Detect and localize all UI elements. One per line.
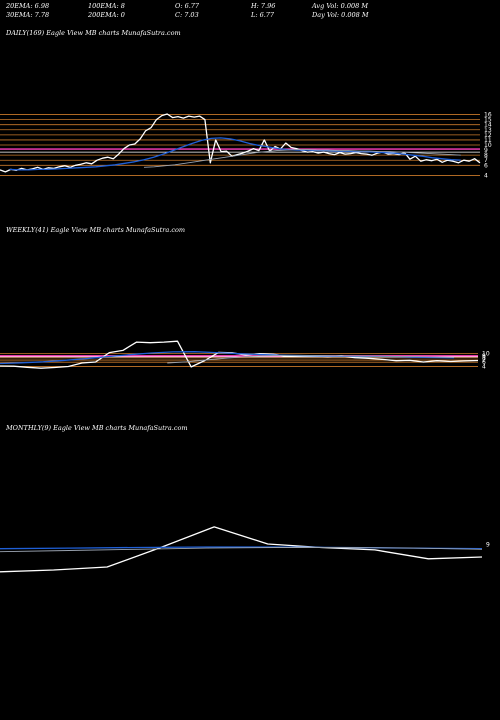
monthly-ema-slow-line [0, 547, 483, 553]
daily-tick-label-11: 4 [484, 172, 488, 179]
daily-tick-label-7: 9 [484, 147, 488, 154]
avg-vol-readout: Avg Vol: 0.008 M [312, 2, 369, 10]
weekly-ema-slow-line [167, 354, 455, 364]
weekly-tick-label-0: 10 [482, 351, 490, 358]
monthly-price-line [0, 526, 483, 573]
weekly-price-line [0, 340, 479, 369]
daily-tick-label-5: 11 [484, 137, 492, 144]
daily-ema-slow-line [143, 149, 461, 168]
daily-tick-label-8: 8 [484, 152, 488, 159]
ema20-readout: 20EMA: 6.98 [6, 2, 50, 10]
weekly-tick-label-4: 6 [482, 359, 486, 366]
weekly-tick-label-5: 4 [482, 363, 486, 370]
daily-tick-label-1: 15 [484, 117, 492, 124]
daily-ema-line [9, 137, 461, 171]
weekly-tick-label-2: 8 [482, 355, 486, 362]
daily-tick-label-2: 14 [484, 122, 492, 129]
daily-price-line [0, 113, 481, 173]
weekly-panel-title: WEEKLY(41) Eagle View MB charts MunafaSu… [6, 226, 186, 234]
high-readout: H: 7.96 [251, 2, 276, 10]
close-readout: C: 7.03 [175, 11, 199, 19]
ema100-readout: 100EMA: 8 [88, 2, 125, 10]
open-readout: O: 6.77 [175, 2, 200, 10]
weekly-tick-label-1: 9 [482, 353, 486, 360]
weekly-tick-label-3: 7 [482, 357, 486, 364]
daily-tick-label-9: 7 [484, 157, 488, 164]
ema30-readout: 30EMA: 7.78 [6, 11, 50, 19]
low-readout: L: 6.77 [251, 11, 275, 19]
ema200-readout: 200EMA: 0 [88, 11, 125, 19]
daily-tick-label-3: 13 [484, 127, 492, 134]
monthly-panel-title: MONTHLY(9) Eagle View MB charts MunafaSu… [6, 424, 188, 432]
monthly-tick-label-0: 9 [486, 542, 490, 549]
daily-tick-label-6: 10 [484, 142, 492, 149]
daily-tick-label-10: 6 [484, 162, 488, 169]
daily-panel-title: DAILY(169) Eagle View MB charts MunafaSu… [6, 29, 181, 37]
daily-tick-label-0: 16 [484, 112, 492, 119]
day-vol-readout: Day Vol: 0.008 M [312, 11, 369, 19]
daily-tick-label-4: 12 [484, 132, 492, 139]
